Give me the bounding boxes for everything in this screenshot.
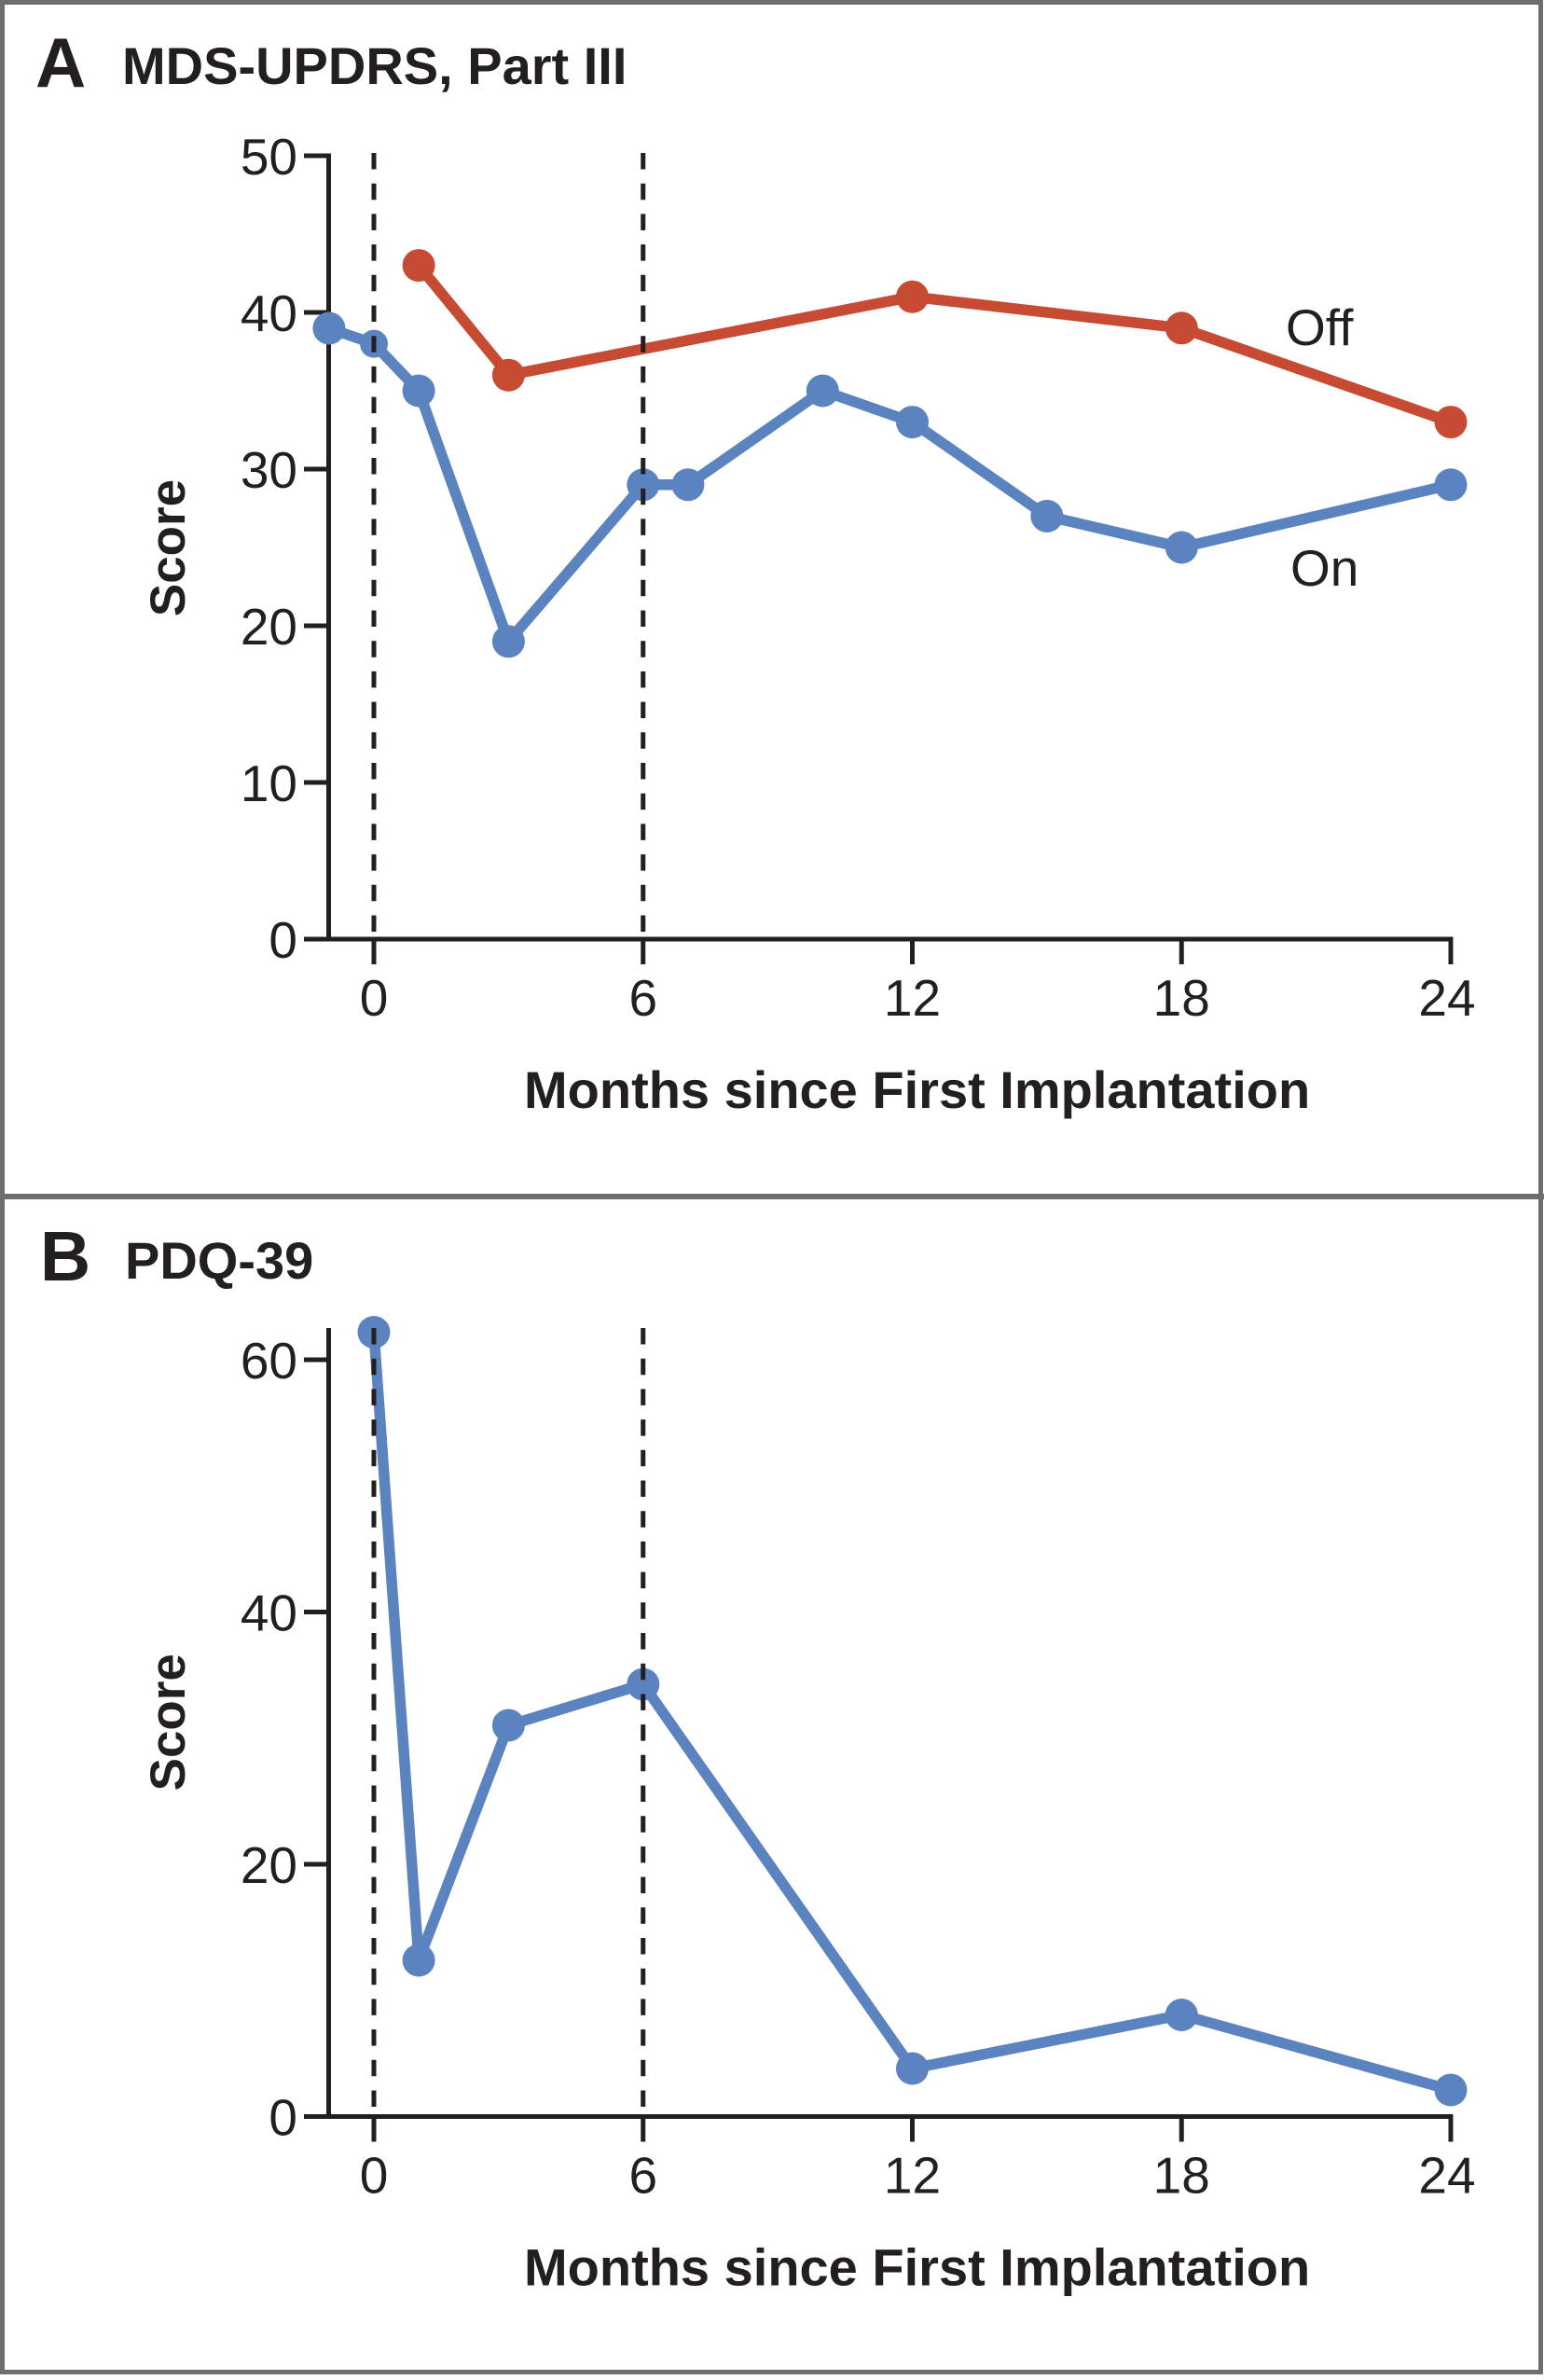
svg-text:50: 50 bbox=[241, 128, 297, 186]
svg-text:A: A bbox=[35, 23, 86, 102]
svg-text:PDQ-39: PDQ-39 bbox=[125, 1231, 313, 1290]
svg-text:10: 10 bbox=[241, 754, 297, 812]
svg-text:Score: Score bbox=[141, 479, 196, 616]
svg-text:Off: Off bbox=[1286, 298, 1354, 356]
svg-text:0: 0 bbox=[269, 911, 297, 969]
svg-text:24: 24 bbox=[1418, 2147, 1475, 2205]
svg-text:0: 0 bbox=[360, 2147, 389, 2205]
svg-text:B: B bbox=[40, 1217, 90, 1295]
svg-text:Months since First Implantatio: Months since First Implantation bbox=[524, 1060, 1310, 1119]
svg-text:Months since First Implantatio: Months since First Implantation bbox=[524, 2238, 1310, 2297]
svg-text:60: 60 bbox=[241, 1332, 297, 1390]
svg-text:40: 40 bbox=[241, 1584, 297, 1642]
svg-text:6: 6 bbox=[628, 969, 657, 1027]
svg-text:18: 18 bbox=[1153, 969, 1210, 1027]
svg-text:Score: Score bbox=[141, 1654, 196, 1791]
svg-text:30: 30 bbox=[241, 441, 297, 499]
svg-text:18: 18 bbox=[1153, 2147, 1210, 2205]
svg-text:12: 12 bbox=[884, 2147, 941, 2205]
svg-text:On: On bbox=[1290, 539, 1358, 597]
svg-text:0: 0 bbox=[269, 2089, 297, 2147]
svg-text:20: 20 bbox=[241, 1836, 297, 1894]
svg-text:20: 20 bbox=[241, 598, 297, 656]
svg-text:6: 6 bbox=[628, 2147, 657, 2205]
svg-text:40: 40 bbox=[241, 284, 297, 342]
svg-text:MDS-UPDRS, Part III: MDS-UPDRS, Part III bbox=[122, 36, 627, 95]
svg-text:0: 0 bbox=[360, 969, 389, 1027]
svg-text:24: 24 bbox=[1418, 969, 1475, 1027]
svg-text:12: 12 bbox=[884, 969, 941, 1027]
